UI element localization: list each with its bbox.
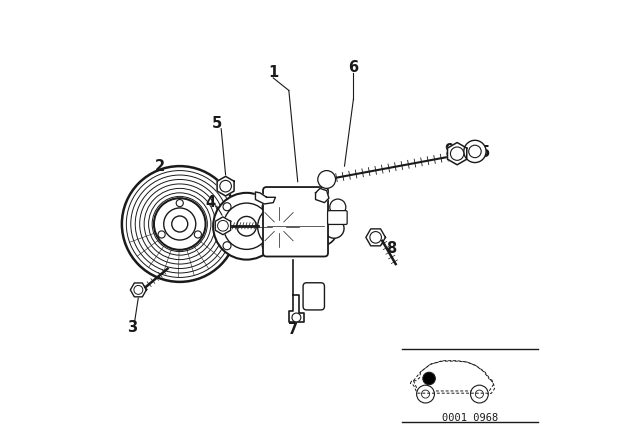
Circle shape — [176, 199, 183, 207]
Circle shape — [309, 217, 331, 240]
Circle shape — [470, 385, 488, 403]
Circle shape — [237, 216, 257, 236]
Text: 6: 6 — [348, 60, 358, 75]
Text: 1: 1 — [268, 65, 278, 80]
Circle shape — [134, 285, 143, 294]
Circle shape — [144, 188, 216, 260]
Circle shape — [370, 232, 381, 243]
Circle shape — [223, 203, 269, 250]
Text: 5: 5 — [212, 116, 222, 131]
Circle shape — [451, 147, 464, 160]
FancyBboxPatch shape — [303, 283, 324, 310]
Circle shape — [417, 385, 435, 403]
Circle shape — [262, 242, 270, 250]
Circle shape — [422, 390, 429, 398]
Circle shape — [213, 193, 280, 260]
Text: 9: 9 — [444, 143, 454, 158]
Circle shape — [195, 231, 202, 238]
FancyBboxPatch shape — [328, 211, 347, 224]
Text: 2: 2 — [155, 159, 164, 174]
Circle shape — [423, 372, 435, 385]
Circle shape — [152, 196, 207, 252]
Circle shape — [122, 166, 237, 282]
Polygon shape — [447, 142, 467, 165]
Text: 4: 4 — [206, 195, 216, 210]
Polygon shape — [217, 177, 234, 196]
Polygon shape — [289, 260, 303, 322]
Circle shape — [476, 390, 483, 398]
Circle shape — [292, 313, 301, 322]
Circle shape — [324, 219, 344, 238]
Circle shape — [302, 211, 338, 246]
Circle shape — [223, 202, 231, 211]
Circle shape — [154, 198, 205, 250]
Circle shape — [158, 231, 165, 238]
Text: 0001 0968: 0001 0968 — [442, 413, 499, 422]
Circle shape — [318, 171, 335, 188]
Text: 7: 7 — [288, 322, 298, 337]
Circle shape — [223, 242, 231, 250]
Text: 3: 3 — [127, 320, 137, 335]
Polygon shape — [255, 192, 275, 204]
Polygon shape — [316, 188, 329, 202]
Text: 5: 5 — [479, 145, 490, 160]
Polygon shape — [366, 229, 385, 246]
Circle shape — [468, 145, 481, 158]
Circle shape — [126, 171, 233, 277]
Circle shape — [262, 202, 270, 211]
Circle shape — [464, 140, 486, 163]
Circle shape — [220, 181, 232, 192]
Circle shape — [164, 208, 196, 240]
Circle shape — [148, 193, 211, 255]
Circle shape — [140, 184, 220, 264]
Circle shape — [273, 220, 285, 233]
Circle shape — [131, 175, 228, 273]
Circle shape — [135, 180, 224, 268]
Circle shape — [330, 199, 346, 215]
Circle shape — [258, 205, 300, 248]
FancyBboxPatch shape — [263, 187, 328, 257]
Text: 8: 8 — [386, 241, 396, 256]
Circle shape — [172, 216, 188, 232]
Polygon shape — [131, 283, 147, 297]
Circle shape — [218, 220, 228, 231]
Polygon shape — [215, 217, 230, 235]
